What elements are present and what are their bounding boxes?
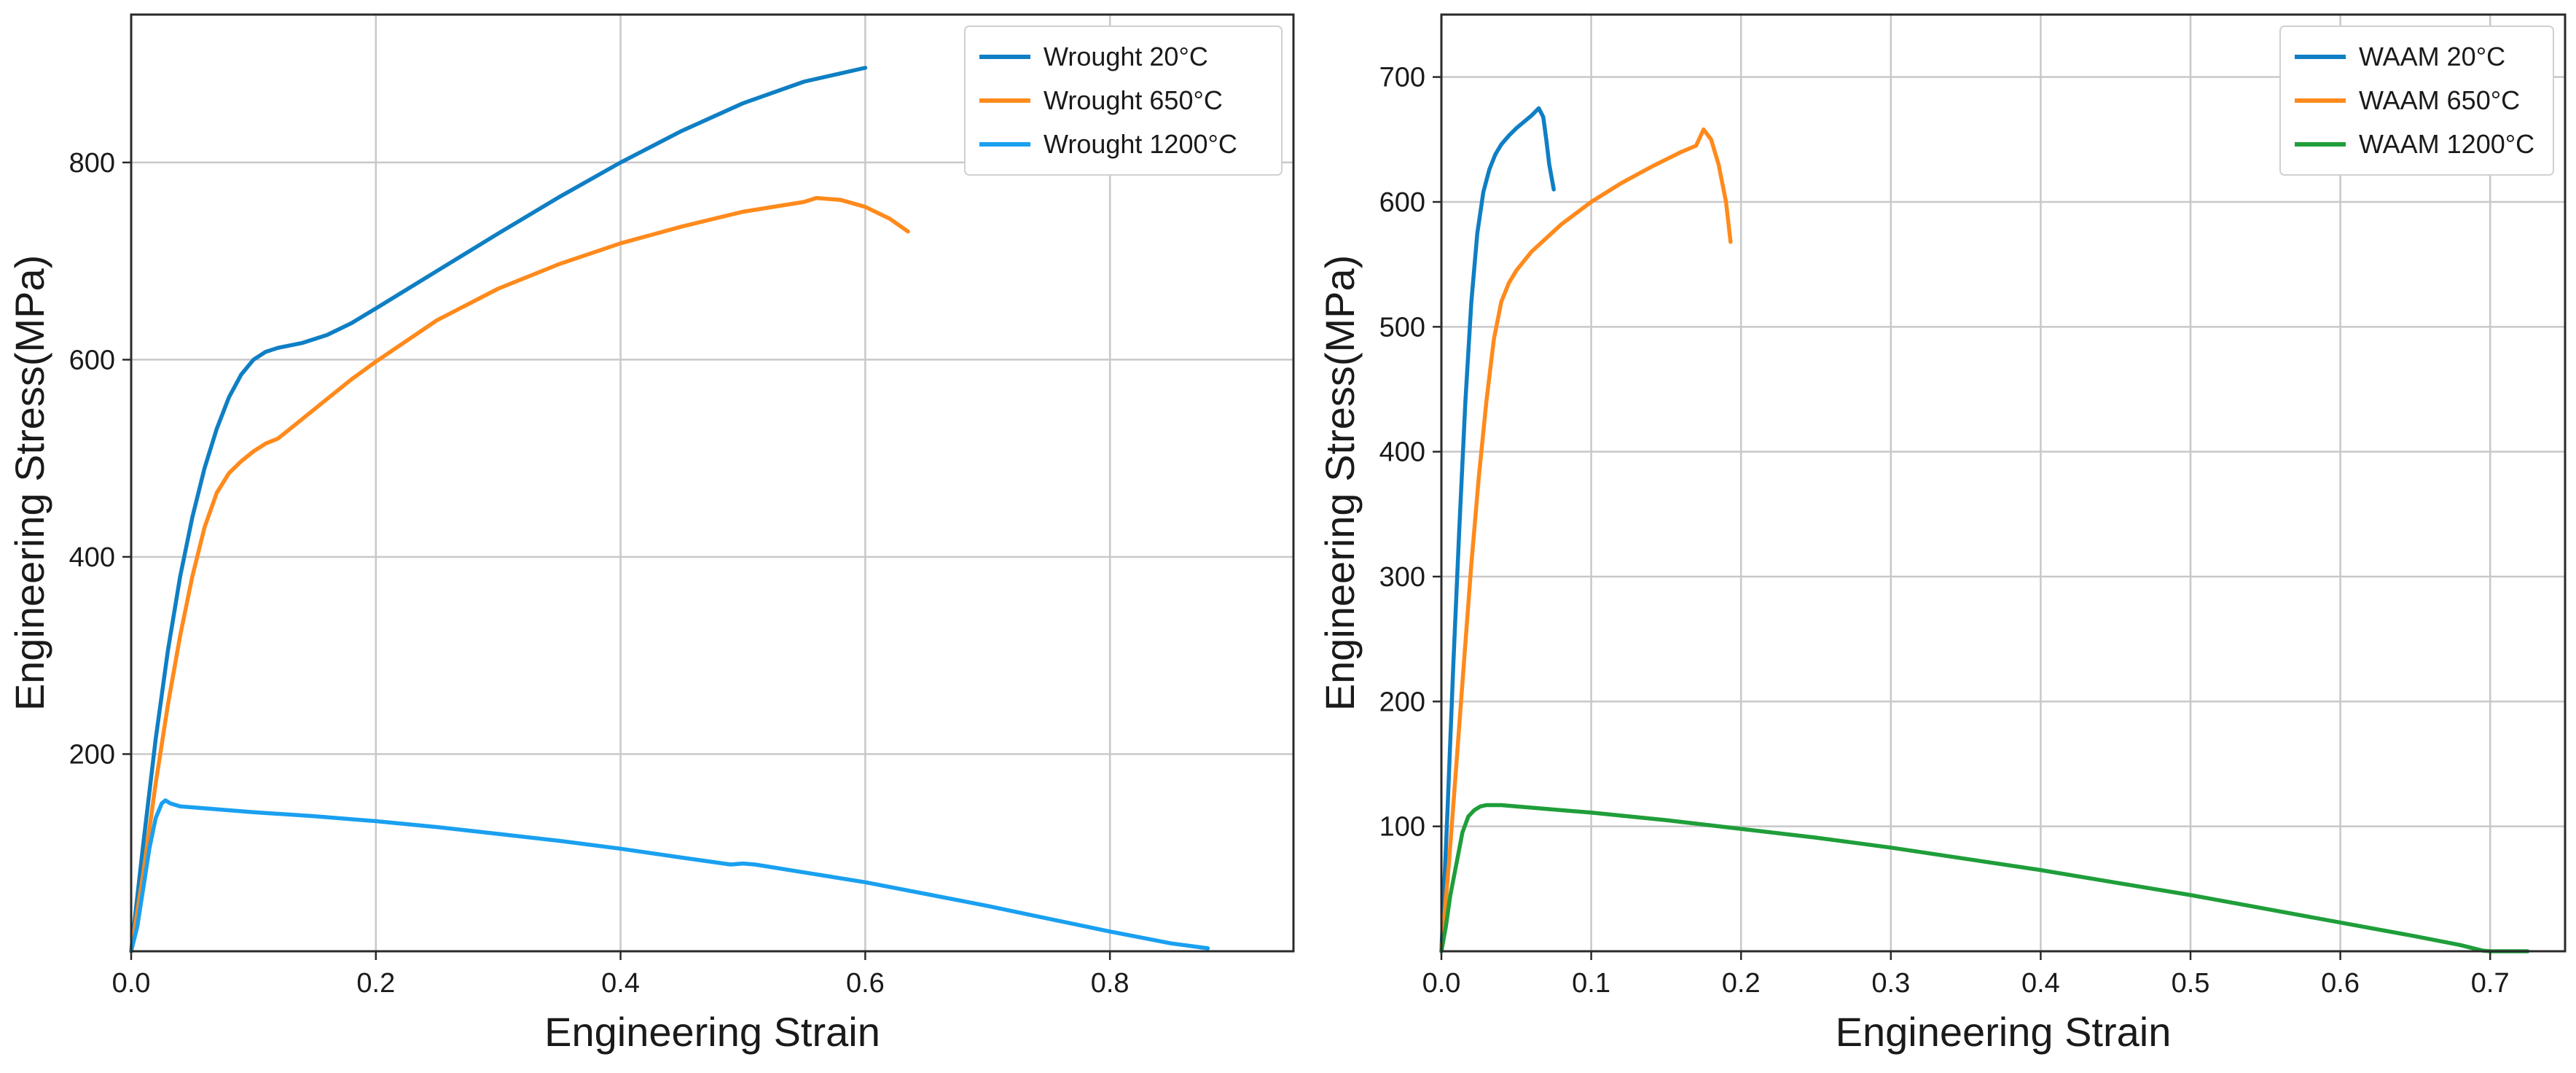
y-tick-label: 600 [69, 345, 115, 375]
legend-label: WAAM 650°C [2359, 85, 2520, 115]
chart-wrought: 0.0 0.2 0.4 0.6 0.8 200 400 600 800 Engineering S… [7, 13, 1295, 1055]
x-axis-title: Engineering Strain [1836, 1009, 2172, 1055]
y-axis-title: Engineering Stress(MPa) [7, 255, 52, 711]
legend-label: WAAM 1200°C [2359, 129, 2534, 159]
x-tick-label: 0.6 [846, 968, 885, 999]
y-tick-label: 700 [1379, 63, 1425, 93]
y-tick-label: 200 [1379, 687, 1425, 717]
legend-label: Wrought 20°C [1044, 42, 1208, 71]
series-line-0 [129, 66, 868, 953]
legend-box [964, 26, 1283, 176]
x-tick-label: 0.4 [601, 968, 640, 999]
x-axis-title: Engineering Strain [544, 1009, 880, 1055]
x-tick-label: 0.8 [1091, 968, 1130, 999]
series-line-2 [129, 798, 1210, 953]
legend-label: Wrought 1200°C [1044, 129, 1237, 159]
x-tick-label: 0.7 [2471, 968, 2510, 999]
x-tick-label: 0.0 [1422, 968, 1461, 999]
x-tick-label: 0.3 [1871, 968, 1910, 999]
y-tick-label: 400 [1379, 437, 1425, 468]
series-line-2 [1439, 803, 2530, 953]
y-tick-label: 400 [69, 542, 115, 573]
y-axis-title: Engineering Stress(MPa) [1317, 255, 1363, 711]
x-tick-label: 0.2 [356, 968, 395, 999]
series-line-1 [1439, 127, 1733, 953]
x-tick-label: 0.0 [112, 968, 151, 999]
legend: Wrought 20°C Wrought 650°C Wrought 1200°C [964, 26, 1283, 176]
x-tick-label: 0.2 [1722, 968, 1761, 999]
legend: WAAM 20°C WAAM 650°C WAAM 1200°C [2279, 26, 2554, 176]
axes-frame [1440, 13, 2567, 953]
y-tick-label: 200 [69, 739, 115, 770]
axes-frame [130, 13, 1295, 953]
legend-box [2279, 26, 2554, 176]
y-tick-label: 500 [1379, 312, 1425, 343]
y-tick-label: 100 [1379, 812, 1425, 843]
x-tick-label: 0.6 [2321, 968, 2360, 999]
y-tick-label: 600 [1379, 187, 1425, 218]
series-line-1 [129, 195, 910, 953]
legend-label: Wrought 650°C [1044, 85, 1223, 115]
chart-waam: 0.0 0.1 0.2 0.3 0.4 0.5 0.6 0.7 100 200 300 400 500 6… [1317, 13, 2567, 1055]
x-tick-label: 0.5 [2172, 968, 2210, 999]
series-line-0 [1439, 106, 1556, 953]
y-tick-label: 300 [1379, 562, 1425, 593]
x-tick-label: 0.1 [1572, 968, 1610, 999]
x-tick-label: 0.4 [2021, 968, 2060, 999]
y-tick-label: 800 [69, 148, 115, 179]
legend-label: WAAM 20°C [2359, 42, 2505, 71]
